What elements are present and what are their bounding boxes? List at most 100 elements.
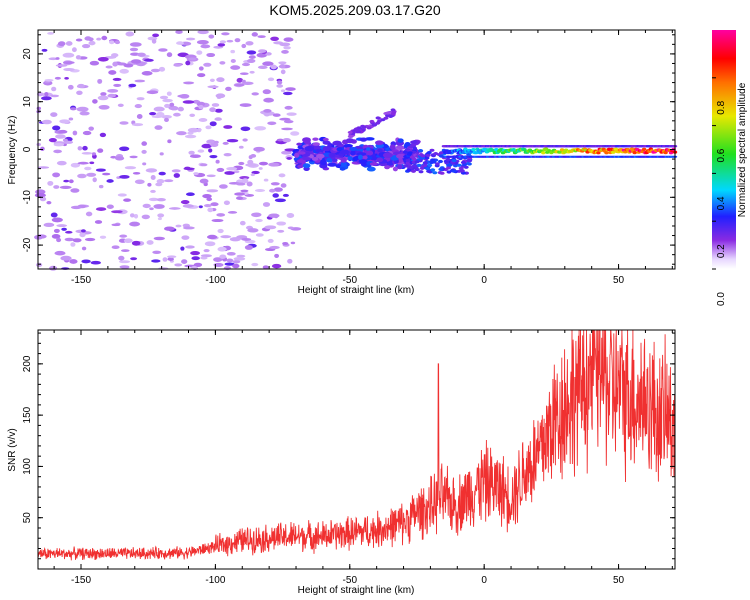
heatmap-cell-307 [250,154,257,158]
heatmap-cell-328 [263,109,272,113]
heatmap-cell-266 [258,161,269,166]
heatmap-cell-448 [270,182,280,186]
heatmap-cell-511 [254,189,266,192]
heatmap-cell-1382 [522,148,527,152]
heatmap-cell-516 [166,52,173,58]
hm-xticks-label-1: -100 [205,275,225,286]
heatmap-cell-10 [99,235,107,239]
heatmap-cell-649 [364,137,375,141]
hm-xticks-label-4: 50 [613,275,625,286]
heatmap-cell-480 [77,173,87,179]
heatmap-cell-215 [69,259,78,264]
heatmap-cell-1185 [422,164,427,168]
spectrogram-y-ticks: -20 -10 0 10 20 [22,34,675,265]
heatmap-cell-284 [283,119,294,124]
heatmap-cell-50 [284,105,293,110]
heatmap-cell-438 [40,96,52,101]
heatmap-cell-202 [113,83,122,87]
heatmap-cell-153 [217,43,226,47]
heatmap-cell-213 [81,151,93,155]
heatmap-cell-269 [226,39,234,43]
heatmap-cell-58 [133,213,139,219]
heatmap-cell-1116 [447,163,452,167]
heatmap-cell-312 [167,257,174,261]
heatmap-cell-279 [134,179,145,185]
heatmap-cell-195 [118,255,125,261]
heatmap-cell-536 [130,59,142,64]
heatmap-cell-31 [222,141,229,145]
heatmap-cell-192 [56,237,62,243]
heatmap-cell-1424 [541,151,546,155]
heatmap-cell-256 [70,242,76,247]
heatmap-cell-268 [204,241,216,247]
heatmap-cell-365 [280,69,286,75]
heatmap-cell-978 [357,154,363,160]
heatmap-cell-417 [276,221,287,226]
heatmap-cell-510 [151,115,163,119]
heatmap-cell-545 [85,211,93,217]
heatmap-cell-506 [57,41,66,47]
heatmap-cell-171 [268,162,280,167]
heatmap-cell-191 [280,89,286,93]
heatmap-cell-252 [146,240,154,245]
heatmap-cell-1174 [411,157,417,161]
heatmap-cell-559 [60,255,72,261]
heatmap-cell-371 [236,196,243,200]
heatmap-cell-443 [219,254,227,259]
heatmap-cell-537 [203,203,212,208]
heatmap-cell-305 [242,138,248,142]
heatmap-cell-155 [136,114,143,119]
heatmap-cell-255 [76,90,83,95]
heatmap-cell-163 [270,64,277,70]
heatmap-cell-1000 [369,119,375,123]
heatmap-cell-245 [35,262,43,268]
heatmap-cell-15 [239,103,252,107]
heatmap-cell-306 [70,188,80,193]
heatmap-cell-190 [246,181,253,187]
heatmap-cell-175 [36,143,41,146]
heatmap-cell-974 [396,153,406,159]
heatmap-cell-358 [258,167,263,170]
heatmap-cell-364 [164,117,169,123]
heatmap-cell-534 [142,203,151,209]
heatmap-cell-542 [53,185,60,189]
heatmap-cell-367 [44,91,49,97]
heatmap-cell-490 [286,156,292,160]
heatmap-cell-532 [188,57,197,61]
heatmap-cell-326 [263,97,274,103]
spectrogram-cells [34,29,678,271]
heatmap-cell-169 [63,179,70,183]
heatmap-cell-392 [143,58,154,62]
heatmap-cell-33 [214,117,222,121]
heatmap-cell-304 [166,91,172,96]
heatmap-cell-1183 [437,171,443,175]
heatmap-cell-966 [350,150,356,156]
heatmap-cell-1580 [611,150,616,154]
heatmap-cell-504 [279,64,286,69]
heatmap-cell-311 [119,146,130,152]
heatmap-cell-1058 [429,148,435,152]
heatmap-cell-98 [76,106,89,112]
heatmap-cell-429 [253,146,265,152]
heatmap-cell-872 [312,142,320,146]
heatmap-cell-317 [59,185,72,190]
snr-yticks-label-0: 50 [22,512,33,524]
heatmap-cell-492 [111,223,121,227]
heatmap-cell-243 [177,106,184,112]
heatmap-cell-1196 [425,167,431,171]
heatmap-cell-351 [225,86,232,92]
heatmap-cell-80 [239,72,249,76]
heatmap-cell-203 [151,259,161,263]
heatmap-cell-1189 [414,167,420,172]
heatmap-cell-376 [290,241,296,245]
heatmap-cell-515 [182,226,195,230]
heatmap-cell-477 [50,94,60,98]
heatmap-cell-178 [157,213,165,218]
heatmap-cell-963 [339,149,350,155]
heatmap-cell-1173 [408,165,414,169]
heatmap-cell-290 [98,104,110,110]
heatmap-cell-969 [366,150,374,156]
heatmap-cell-253 [89,161,95,165]
heatmap-cell-124 [48,57,58,61]
